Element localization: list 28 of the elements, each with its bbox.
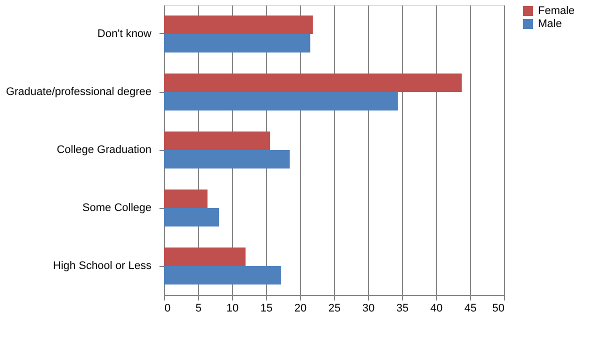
x-tick-label: 30 (362, 302, 375, 314)
x-tick-label: 50 (492, 302, 504, 314)
x-tick-label: 45 (464, 302, 477, 314)
bar (164, 266, 281, 285)
x-tick-label: 10 (226, 302, 239, 314)
bar (164, 131, 270, 150)
bar (164, 247, 246, 266)
x-tick-label: 25 (328, 302, 341, 314)
y-tick-label: Some College (82, 202, 152, 214)
x-tick-label: 20 (294, 302, 307, 314)
bar (164, 34, 310, 53)
x-tick-label: 35 (396, 302, 409, 314)
bar (164, 73, 462, 92)
legend-label: Male (538, 18, 562, 30)
bar (164, 189, 208, 208)
x-tick-label: 15 (260, 302, 273, 314)
y-tick-label: Graduate/professional degree (6, 86, 152, 98)
bar (164, 208, 220, 227)
x-tick-label: 5 (195, 302, 202, 314)
x-tick-label: 40 (430, 302, 443, 314)
bar (164, 15, 313, 34)
x-tick-label: 0 (164, 302, 171, 314)
y-tick-label: High School or Less (53, 260, 152, 272)
y-tick-label: College Graduation (56, 144, 152, 156)
legend-label: Female (538, 5, 575, 17)
bar (164, 150, 290, 169)
bar (164, 92, 398, 111)
y-tick-label: Don't know (97, 28, 152, 40)
